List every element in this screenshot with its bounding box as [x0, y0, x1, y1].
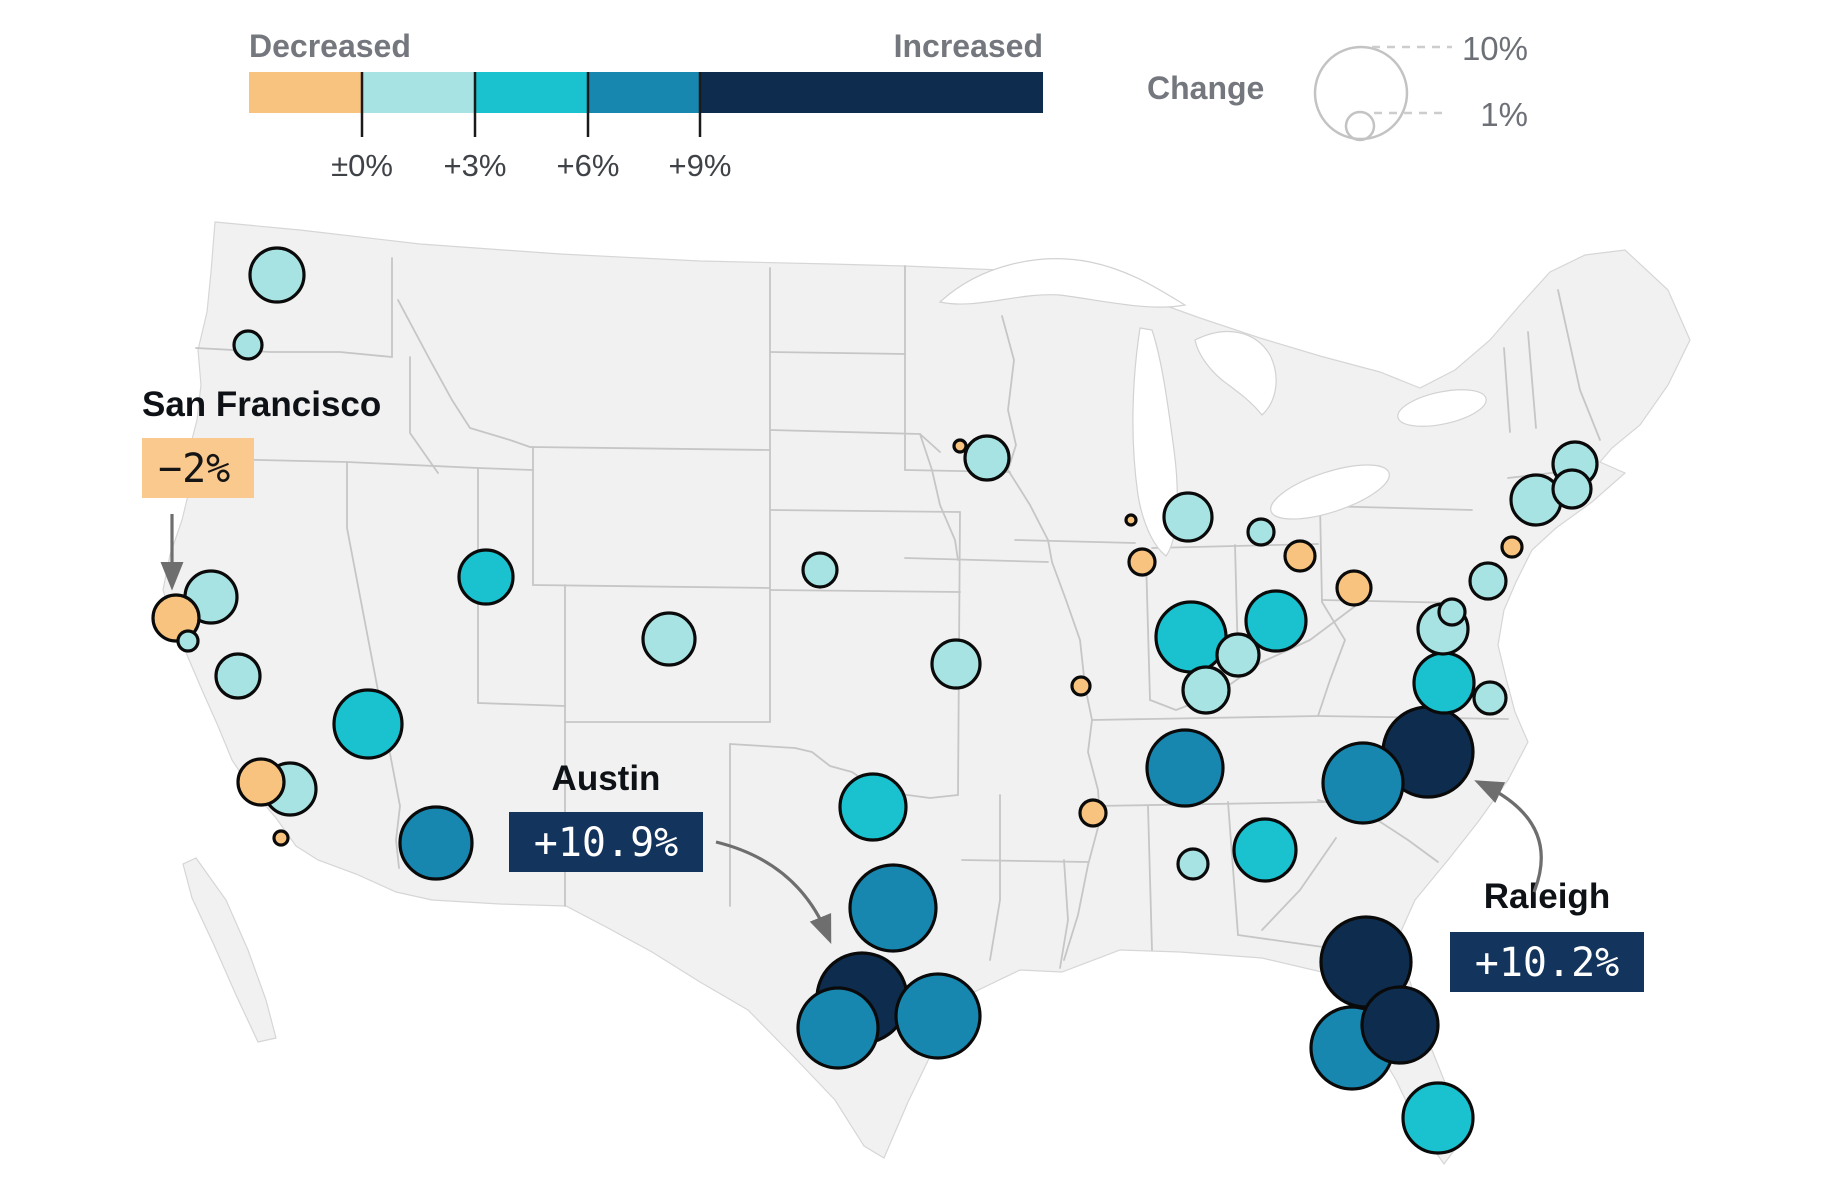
- legend-segment-decrease: [249, 72, 362, 113]
- size-legend-big-label: 10%: [1462, 30, 1528, 67]
- city-bubble[interactable]: [1551, 468, 1593, 510]
- city-bubble[interactable]: [1124, 513, 1138, 527]
- city-bubble[interactable]: [1472, 680, 1508, 716]
- city-bubble[interactable]: [1321, 741, 1405, 825]
- legend-tick-label-0: ±0%: [331, 148, 393, 183]
- lake-erie: [1270, 464, 1390, 520]
- annotation-austin-value: +10.9%: [534, 820, 679, 866]
- city-bubble[interactable]: [1154, 600, 1228, 674]
- baja-peninsula: [182, 857, 277, 1043]
- legend-segment-6-9: [588, 72, 700, 113]
- annotation-san-francisco-label: San Francisco: [142, 385, 381, 424]
- annotation-austin-label: Austin: [552, 759, 661, 798]
- city-bubble[interactable]: [1401, 1081, 1475, 1155]
- city-bubble[interactable]: [930, 638, 982, 690]
- city-bubble[interactable]: [1215, 632, 1261, 678]
- city-bubble[interactable]: [332, 688, 404, 760]
- great-lakes: [938, 258, 1487, 557]
- size-legend-small-label: 1%: [1480, 96, 1528, 133]
- city-bubble[interactable]: [641, 611, 697, 667]
- annotation-austin-badge: [509, 812, 703, 872]
- city-bubble[interactable]: [1412, 651, 1476, 715]
- annotation-austin: Austin +10.9%: [509, 759, 832, 945]
- city-bubble[interactable]: [952, 438, 968, 454]
- city-bubble[interactable]: [248, 246, 306, 304]
- city-bubble[interactable]: [1437, 597, 1467, 627]
- lake-superior: [938, 258, 1187, 308]
- city-bubble[interactable]: [1360, 985, 1440, 1065]
- city-bubble[interactable]: [176, 629, 200, 653]
- city-bubble[interactable]: [1176, 847, 1210, 881]
- city-bubble[interactable]: [1335, 569, 1373, 607]
- city-bubble[interactable]: [1145, 728, 1225, 808]
- city-bubble[interactable]: [236, 757, 286, 807]
- city-bubble[interactable]: [1181, 665, 1231, 715]
- annotation-arrow-austin: [715, 840, 832, 945]
- city-bubble[interactable]: [1500, 535, 1524, 559]
- size-legend-small-circle: [1344, 110, 1376, 142]
- size-legend-big-circle: [1313, 45, 1409, 141]
- color-legend: Decreased Increased ±0% +3% +6% +9%: [249, 28, 1043, 183]
- legend-tick-label-3: +3%: [444, 148, 507, 183]
- city-bubble[interactable]: [457, 548, 515, 606]
- size-legend-title: Change: [1147, 70, 1264, 106]
- city-bubble[interactable]: [796, 986, 880, 1070]
- lake-ontario: [1397, 389, 1487, 427]
- city-bubble[interactable]: [1283, 539, 1317, 573]
- city-bubble[interactable]: [272, 829, 290, 847]
- annotation-raleigh-badge: [1450, 932, 1644, 992]
- city-bubble[interactable]: [838, 772, 908, 842]
- city-bubble[interactable]: [848, 863, 938, 953]
- city-bubble[interactable]: [1078, 798, 1108, 828]
- city-bubble[interactable]: [801, 551, 839, 589]
- city-bubbles-layer: [151, 246, 1599, 1155]
- annotation-raleigh-value: +10.2%: [1475, 940, 1620, 986]
- legend-tick-label-6: +6%: [557, 148, 620, 183]
- city-bubble[interactable]: [214, 652, 262, 700]
- city-bubble[interactable]: [398, 805, 474, 881]
- us-landmass: [162, 221, 1691, 1166]
- legend-segment-3-6: [475, 72, 588, 113]
- legend-color-bar: [249, 72, 1043, 137]
- legend-segment-0-3: [362, 72, 475, 113]
- lake-huron: [1194, 331, 1277, 416]
- us-map: [151, 221, 1691, 1166]
- city-bubble[interactable]: [232, 329, 264, 361]
- annotation-san-francisco-badge: [142, 438, 254, 498]
- size-legend: Change 10% 1%: [1147, 30, 1528, 142]
- annotation-raleigh: Raleigh +10.2%: [1450, 780, 1644, 992]
- legend-tick-label-9: +9%: [669, 148, 732, 183]
- city-bubble[interactable]: [894, 972, 982, 1060]
- lake-michigan: [1132, 327, 1178, 557]
- city-bubble[interactable]: [1246, 517, 1276, 547]
- legend-decreased-label: Decreased: [249, 28, 411, 64]
- legend-segment-9-plus: [700, 72, 1043, 113]
- city-bubble[interactable]: [1468, 561, 1508, 601]
- annotation-san-francisco-value: −2%: [158, 446, 230, 492]
- city-bubble[interactable]: [1070, 675, 1092, 697]
- legend-increased-label: Increased: [894, 28, 1043, 64]
- city-bubble[interactable]: [1244, 589, 1308, 653]
- annotation-arrow-raleigh: [1474, 780, 1543, 893]
- city-bubble[interactable]: [963, 434, 1011, 482]
- annotation-raleigh-label: Raleigh: [1484, 877, 1610, 916]
- city-bubble[interactable]: [1162, 491, 1214, 543]
- city-bubble[interactable]: [1232, 817, 1298, 883]
- annotation-san-francisco: San Francisco −2%: [142, 385, 381, 591]
- city-bubble[interactable]: [1127, 547, 1157, 577]
